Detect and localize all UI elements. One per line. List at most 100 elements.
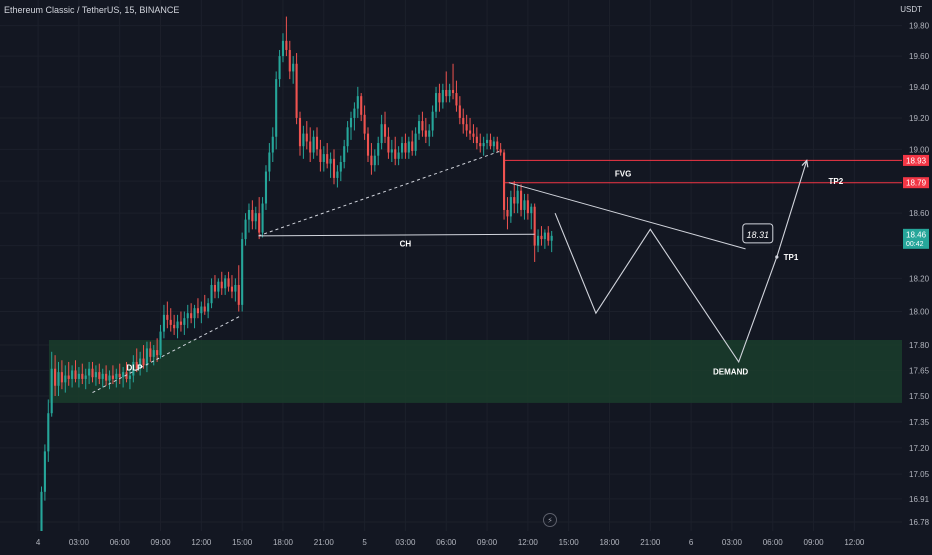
- candle-body: [414, 133, 417, 151]
- candle-body: [468, 130, 472, 134]
- candle: [230, 275, 234, 299]
- candle-body: [516, 190, 519, 204]
- candle-body: [533, 206, 536, 246]
- candle-body: [142, 358, 145, 366]
- price-marker-countdown: 00:42: [906, 241, 924, 248]
- candle: [309, 127, 312, 163]
- candle-body: [190, 313, 193, 319]
- candle-body: [319, 149, 322, 163]
- candle: [210, 278, 213, 309]
- candle-body: [224, 278, 227, 289]
- candle: [251, 200, 254, 230]
- candle-body: [234, 284, 237, 292]
- candle: [179, 311, 182, 332]
- time-tick-label: 09:00: [804, 538, 825, 547]
- candle-body: [509, 197, 512, 217]
- dlp-label: DLP: [127, 363, 144, 372]
- candle-body: [40, 491, 43, 533]
- candle-body: [145, 348, 148, 366]
- candle-body: [173, 324, 176, 329]
- candle-body: [479, 143, 482, 147]
- time-tick-label: 12:00: [844, 538, 865, 547]
- candle-body: [268, 152, 271, 172]
- time-tick-label: 18:00: [599, 538, 620, 547]
- candle-body: [105, 373, 108, 381]
- candle-body: [84, 375, 87, 379]
- candle-body: [543, 232, 546, 240]
- candle: [366, 127, 370, 163]
- candle: [261, 197, 264, 238]
- price-tick-label: 17.80: [909, 341, 930, 350]
- candle-body: [445, 89, 448, 97]
- candle: [271, 127, 274, 163]
- candle-body: [441, 89, 444, 103]
- fvg-label: FVG: [615, 169, 631, 178]
- candle-body: [377, 143, 380, 156]
- price-tick-label: 18.60: [909, 209, 930, 218]
- candle: [77, 367, 80, 388]
- candle-body: [71, 370, 74, 379]
- candle: [360, 93, 363, 122]
- candle-body: [366, 133, 370, 156]
- candle-body: [428, 130, 431, 137]
- candle: [472, 124, 475, 144]
- candle-body: [118, 373, 121, 378]
- candle-body: [179, 321, 182, 325]
- candle: [237, 265, 240, 312]
- tp1-point: [775, 255, 779, 259]
- candle: [43, 444, 46, 501]
- candle: [431, 105, 434, 137]
- time-tick-label: 21:00: [314, 538, 335, 547]
- time-tick-label: 12:00: [191, 538, 212, 547]
- candle: [370, 143, 373, 175]
- time-tick-label: 09:00: [151, 538, 172, 547]
- candle: [417, 114, 421, 140]
- price-axis: 19.8019.6019.4019.2019.0018.8018.6018.40…: [903, 0, 932, 550]
- candle: [397, 146, 400, 166]
- candle: [421, 111, 424, 137]
- candle-body: [407, 141, 410, 153]
- candle-body: [261, 203, 264, 233]
- candle: [475, 127, 478, 150]
- candle: [264, 165, 268, 210]
- candle-body: [88, 368, 91, 376]
- candle-body: [360, 96, 363, 115]
- candle-body: [326, 154, 329, 164]
- projection-arrowhead: [801, 159, 809, 168]
- candle: [319, 139, 322, 172]
- candle-body: [57, 372, 60, 386]
- candle-body: [176, 321, 179, 329]
- time-tick-label: 5: [362, 538, 367, 547]
- price-marker-badge: [903, 177, 929, 189]
- candle-body: [458, 105, 461, 118]
- candle-body: [302, 133, 305, 147]
- candle-body: [203, 306, 206, 312]
- price-marker-badge: [903, 228, 929, 249]
- price-tick-label: 17.20: [909, 444, 930, 453]
- candle: [353, 102, 356, 131]
- candle: [275, 71, 278, 150]
- candle: [67, 361, 70, 386]
- candle-body: [390, 149, 393, 153]
- candle-body: [247, 209, 251, 220]
- candle-body: [394, 149, 397, 159]
- currency-label: USDT: [900, 5, 922, 14]
- lightning-icon[interactable]: ⚡: [543, 513, 557, 527]
- time-tick-label: 15:00: [559, 538, 580, 547]
- candle: [455, 80, 458, 112]
- candle: [159, 324, 162, 359]
- candle: [128, 368, 131, 390]
- candle: [135, 348, 138, 373]
- candle-body: [506, 209, 509, 217]
- candle-body: [448, 89, 451, 97]
- candle-body: [550, 235, 553, 241]
- price-tick-label: 16.91: [909, 495, 930, 504]
- candle: [54, 355, 57, 397]
- candle: [451, 63, 455, 100]
- candle: [105, 365, 108, 386]
- candle-body: [275, 79, 278, 137]
- candle-body: [152, 350, 155, 357]
